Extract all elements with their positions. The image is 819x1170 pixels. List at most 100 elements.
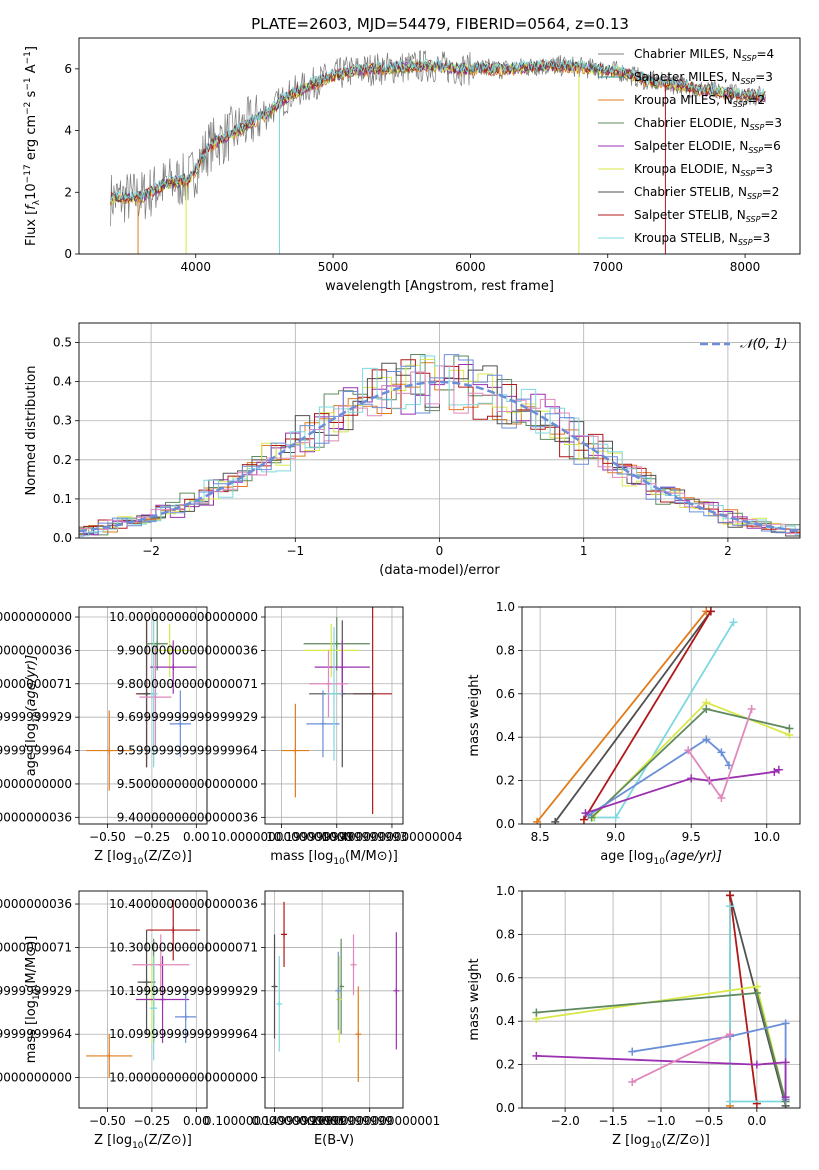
- y-axis-label-part: −1: [23, 77, 33, 90]
- y-tick-label: 9.50000000000000000: [0, 777, 72, 791]
- x-axis-label: mass [log10(M/M⊙)]: [270, 849, 398, 867]
- data-point: [150, 956, 158, 1061]
- legend-entry-sub: SSP: [741, 77, 756, 86]
- legend-entry-name: Kroupa STELIB: [634, 231, 721, 245]
- series-line: [583, 610, 712, 821]
- plot-area: [281, 607, 392, 814]
- legend-entry: Salpeter STELIB, NSSP=2: [634, 208, 778, 224]
- series-marker: [581, 809, 590, 818]
- data-point: [303, 623, 359, 678]
- axes-frame: [264, 606, 404, 825]
- point-marker: [393, 987, 400, 994]
- legend-entry: Chabrier ELODIE, NSSP=3: [634, 116, 782, 132]
- series-marker: [781, 1093, 790, 1102]
- plot-area: [532, 891, 790, 1108]
- point-marker: [157, 961, 164, 968]
- panel-residuals: −2 −1 0 1 2 0.0 0.1 0.2 0.3 0.4 0.5 (data-model)/er…: [24, 322, 801, 578]
- x-tick-label: 10.0: [753, 830, 780, 844]
- legend-entry: Kroupa ELODIE, NSSP=3: [634, 162, 773, 178]
- x-axis-label: Z [log10(Z/Z⊙)]: [94, 849, 192, 867]
- legend-entry: Chabrier MILES, NSSP=4: [634, 47, 774, 63]
- legend-entry-sub: SSP: [750, 123, 765, 132]
- legend-entry-sub: SSP: [742, 54, 757, 63]
- weight-series: [587, 704, 794, 822]
- plot-area: [271, 901, 400, 1082]
- panel-mass_age: 10.000000000000000010.199999999999999310…: [109, 606, 463, 867]
- legend-entry: Salpeter MILES, NSSP=3: [634, 70, 773, 86]
- y-tick-label: 4: [64, 124, 72, 138]
- y-axis-label: Flux [fλ10−17 erg cm−2 s−1 A−1]: [23, 46, 42, 246]
- data-point: [314, 640, 370, 694]
- data-point: [86, 1034, 133, 1078]
- legend-entry-n: 6: [773, 139, 781, 153]
- data-point: [146, 617, 168, 671]
- y-tick-label: 0.6: [496, 971, 515, 985]
- legend-entry: Kroupa MILES, NSSP=2: [634, 93, 765, 109]
- x-axis-label: wavelength [Angstrom, rest frame]: [325, 279, 554, 294]
- data-point: [139, 647, 172, 748]
- legend-entry-n: 3: [774, 116, 782, 130]
- axes-frame: [78, 322, 801, 539]
- series-line: [729, 895, 758, 1104]
- y-tick-label: 0.2: [496, 774, 515, 788]
- x-tick-label: 8000: [730, 260, 761, 274]
- x-tick-label: 8.5: [531, 830, 550, 844]
- data-point: [150, 640, 197, 694]
- y-tick-label: 9.40000000000000036: [117, 810, 258, 824]
- data-point: [135, 956, 190, 1043]
- y-axis-label-part: λ: [32, 199, 42, 205]
- y-axis-label-part: 10: [24, 183, 39, 200]
- series-marker: [726, 1030, 735, 1039]
- y-tick-label: 9.90000000000000036: [0, 643, 72, 657]
- y-tick-label: 10.00000000000000000: [109, 1071, 258, 1085]
- series-line: [729, 895, 787, 1107]
- data-point: [175, 990, 197, 1043]
- y-axis-label: Normed distribution: [24, 366, 39, 496]
- plot-area: [79, 354, 800, 537]
- point-marker: [335, 987, 342, 994]
- x-tick-label: 10.0000000000000000: [211, 830, 352, 844]
- series-line: [554, 610, 712, 823]
- point-marker: [170, 927, 177, 934]
- series-marker: [774, 765, 783, 774]
- series-marker: [717, 793, 726, 802]
- y-tick-label: 9.69999999999999929: [117, 710, 258, 724]
- axes-frame: [78, 890, 208, 1109]
- weight-series: [532, 988, 790, 1106]
- legend-entry-n: 3: [765, 162, 773, 176]
- series-marker: [611, 813, 620, 822]
- plot-area: [533, 607, 794, 824]
- x-axis-label: Z [log10(Z/Z⊙)]: [94, 1133, 192, 1151]
- y-tick-label: 0: [64, 247, 72, 261]
- series-marker: [781, 1058, 790, 1067]
- y-tick-label: 0.1: [53, 492, 72, 506]
- y-axis-label-part: Flux [: [24, 210, 39, 246]
- series-marker: [706, 607, 715, 616]
- series-line: [687, 708, 753, 800]
- data-point: [393, 932, 400, 1050]
- chart-panels: 4000 5000 6000 7000 8000 0 2 4 6 wavelength [Angs…: [0, 37, 801, 1151]
- data-point: [281, 703, 310, 798]
- panel-spectrum: 4000 5000 6000 7000 8000 0 2 4 6 wavelength [Angs…: [23, 37, 801, 294]
- point-marker: [281, 931, 288, 938]
- y-tick-label: 10.00000000000000000: [0, 1071, 72, 1085]
- panel-z_age: −0.50 −0.25 0.00 9.40000000000000036 9.50000…: [0, 606, 210, 867]
- y-tick-label: 0.0: [53, 531, 72, 545]
- legend-entry-sub: SSP: [748, 146, 763, 155]
- series-marker: [729, 618, 738, 627]
- data-point: [132, 934, 190, 996]
- y-axis-label-part: −1: [23, 51, 33, 64]
- data-point: [276, 956, 283, 1052]
- x-tick-label: −0.50: [89, 830, 126, 844]
- y-tick-label: 10.19999999999999929: [0, 984, 72, 998]
- point-marker: [150, 1005, 157, 1012]
- legend-entry-name: Salpeter STELIB: [634, 208, 729, 222]
- axes-frame: [521, 606, 801, 825]
- data-point: [281, 901, 288, 967]
- x-axis-label: E(B-V): [314, 1133, 354, 1148]
- point-marker: [336, 996, 343, 1003]
- point-marker: [106, 1052, 113, 1059]
- series-marker: [702, 704, 711, 713]
- series-marker: [781, 1019, 790, 1028]
- y-tick-label: 10.19999999999999929: [109, 984, 258, 998]
